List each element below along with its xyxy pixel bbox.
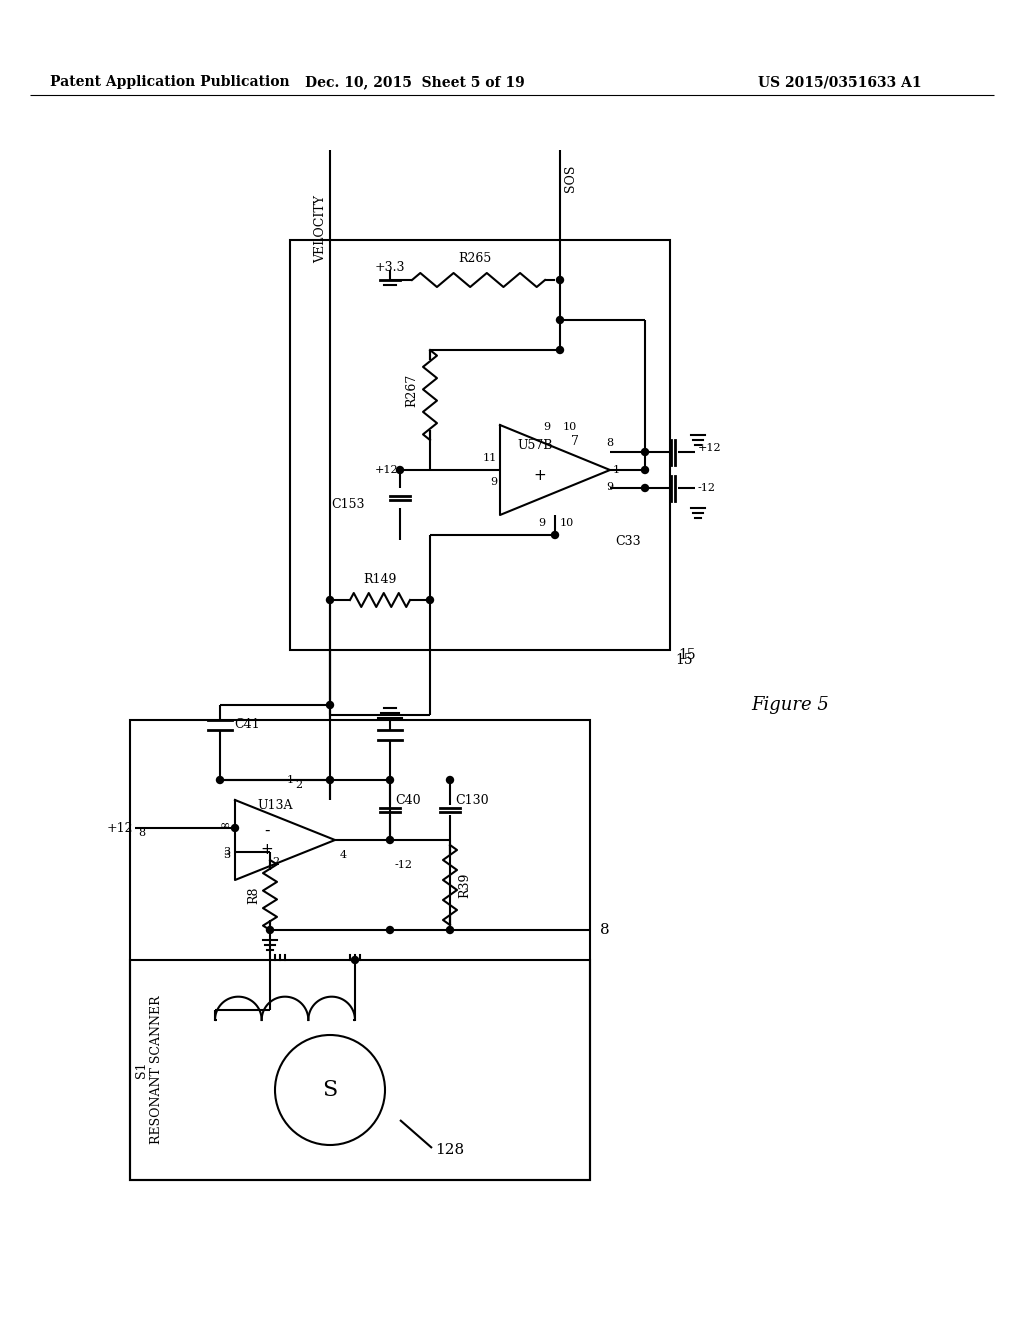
- Text: -12: -12: [395, 861, 413, 870]
- Text: C130: C130: [455, 793, 488, 807]
- Text: R39: R39: [458, 873, 471, 898]
- Circle shape: [556, 317, 563, 323]
- Text: 15: 15: [675, 653, 692, 667]
- Circle shape: [327, 597, 334, 603]
- Text: 11: 11: [482, 453, 497, 463]
- Text: 9: 9: [606, 482, 613, 492]
- Text: Patent Application Publication: Patent Application Publication: [50, 75, 290, 88]
- Circle shape: [386, 776, 393, 784]
- Text: S: S: [323, 1078, 338, 1101]
- Text: +12: +12: [375, 465, 398, 475]
- Text: 8: 8: [606, 438, 613, 447]
- Text: C33: C33: [615, 535, 641, 548]
- Circle shape: [351, 957, 358, 964]
- Circle shape: [446, 776, 454, 784]
- Text: C153: C153: [332, 499, 365, 511]
- Circle shape: [641, 449, 648, 455]
- Text: Figure 5: Figure 5: [751, 696, 829, 714]
- Text: Dec. 10, 2015  Sheet 5 of 19: Dec. 10, 2015 Sheet 5 of 19: [305, 75, 525, 88]
- Text: 10: 10: [563, 422, 578, 432]
- Text: 9: 9: [489, 477, 497, 487]
- Circle shape: [231, 825, 239, 832]
- Circle shape: [552, 532, 558, 539]
- Circle shape: [446, 927, 454, 933]
- Text: SOS: SOS: [564, 165, 577, 193]
- Bar: [290, 240, 670, 649]
- Text: C41: C41: [234, 718, 260, 731]
- Text: -: -: [264, 822, 269, 837]
- Circle shape: [641, 466, 648, 474]
- Text: VELOCITY: VELOCITY: [314, 195, 327, 263]
- Circle shape: [216, 776, 223, 784]
- Text: -12: -12: [698, 483, 716, 492]
- Text: 15: 15: [678, 648, 695, 663]
- Bar: [130, 960, 590, 1180]
- Text: +12: +12: [106, 821, 133, 834]
- Text: 3: 3: [223, 850, 230, 861]
- Text: 7: 7: [571, 436, 579, 447]
- Text: +: +: [534, 467, 547, 483]
- Text: +3.3: +3.3: [375, 261, 406, 275]
- Circle shape: [641, 484, 648, 491]
- Text: +: +: [261, 842, 273, 858]
- Text: 10: 10: [560, 517, 574, 528]
- Circle shape: [396, 466, 403, 474]
- Text: 8: 8: [138, 828, 145, 838]
- Text: 2: 2: [295, 780, 302, 789]
- Text: 128: 128: [435, 1143, 464, 1158]
- Circle shape: [266, 927, 273, 933]
- Text: 1: 1: [613, 465, 621, 475]
- Text: R267: R267: [406, 374, 418, 407]
- Text: 8: 8: [600, 923, 609, 937]
- Text: 2: 2: [272, 857, 280, 867]
- Circle shape: [427, 597, 433, 603]
- Text: 9: 9: [538, 517, 545, 528]
- Text: S1
RESONANT SCANNER: S1 RESONANT SCANNER: [135, 995, 163, 1144]
- Bar: [130, 719, 590, 1180]
- Circle shape: [556, 346, 563, 354]
- Circle shape: [386, 927, 393, 933]
- Circle shape: [327, 776, 334, 784]
- Text: 4: 4: [340, 850, 347, 861]
- Text: U57B: U57B: [517, 440, 553, 451]
- Circle shape: [556, 276, 563, 284]
- Text: ∞: ∞: [219, 818, 230, 832]
- Text: 3: 3: [223, 847, 230, 857]
- Text: US 2015/0351633 A1: US 2015/0351633 A1: [758, 75, 922, 88]
- Text: +12: +12: [698, 444, 722, 453]
- Text: U13A: U13A: [257, 799, 293, 812]
- Text: R8: R8: [247, 886, 260, 904]
- Circle shape: [386, 837, 393, 843]
- Text: 9: 9: [544, 422, 551, 432]
- Text: R265: R265: [459, 252, 492, 265]
- Circle shape: [327, 701, 334, 709]
- Text: C40: C40: [395, 793, 421, 807]
- Text: 1: 1: [287, 775, 294, 785]
- Text: R149: R149: [364, 573, 396, 586]
